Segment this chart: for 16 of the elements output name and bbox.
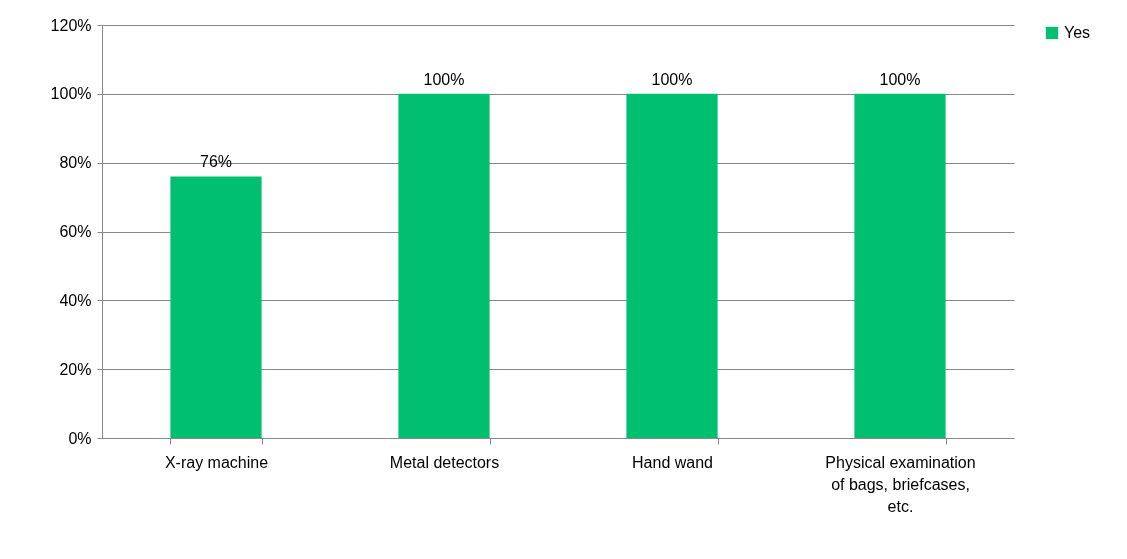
y-tick-label: 40% [59,291,92,309]
legend-label: Yes [1064,24,1091,41]
x-tick-label: X-ray machine [164,453,269,471]
x-tick-label: Hand wand [632,453,713,471]
x-tick-label: Physical examination of bags, briefcases, etc. [825,453,976,515]
data-label: 76% [199,153,233,171]
y-tick-label: 120% [50,16,92,34]
data-label: 100% [423,70,465,88]
y-tick-label: 0% [68,429,92,447]
data-label: 100% [879,70,921,88]
y-tick-label: 100% [50,85,92,103]
y-tick-label: 80% [59,154,92,172]
data-label: 100% [651,70,693,88]
y-tick-label: 60% [59,223,92,240]
x-tick-label: Metal detectors [389,453,500,471]
y-tick-label: 20% [59,360,92,378]
